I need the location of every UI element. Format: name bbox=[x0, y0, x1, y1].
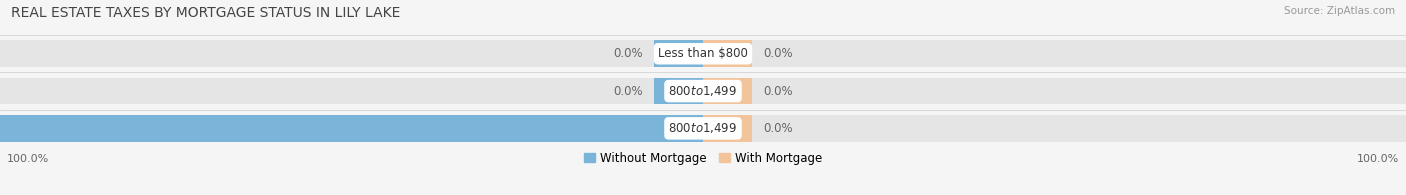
Text: REAL ESTATE TAXES BY MORTGAGE STATUS IN LILY LAKE: REAL ESTATE TAXES BY MORTGAGE STATUS IN … bbox=[11, 6, 401, 20]
Text: $800 to $1,499: $800 to $1,499 bbox=[668, 84, 738, 98]
Bar bbox=[0, 40, 1406, 67]
Text: Less than $800: Less than $800 bbox=[658, 47, 748, 60]
Bar bbox=[703, 115, 752, 142]
Text: 100.0%: 100.0% bbox=[1357, 154, 1399, 164]
Text: 0.0%: 0.0% bbox=[613, 85, 644, 98]
Text: $800 to $1,499: $800 to $1,499 bbox=[668, 121, 738, 135]
Bar bbox=[654, 78, 703, 105]
Bar bbox=[654, 40, 703, 67]
Bar bbox=[0, 115, 703, 142]
Legend: Without Mortgage, With Mortgage: Without Mortgage, With Mortgage bbox=[579, 147, 827, 169]
Text: 0.0%: 0.0% bbox=[762, 47, 793, 60]
Text: 100.0%: 100.0% bbox=[7, 154, 49, 164]
Text: 0.0%: 0.0% bbox=[762, 85, 793, 98]
Text: Source: ZipAtlas.com: Source: ZipAtlas.com bbox=[1284, 6, 1395, 16]
Text: 0.0%: 0.0% bbox=[762, 122, 793, 135]
Text: 0.0%: 0.0% bbox=[613, 47, 644, 60]
Bar bbox=[703, 78, 752, 105]
Bar bbox=[0, 115, 1406, 142]
Bar bbox=[0, 78, 1406, 105]
Bar bbox=[703, 40, 752, 67]
